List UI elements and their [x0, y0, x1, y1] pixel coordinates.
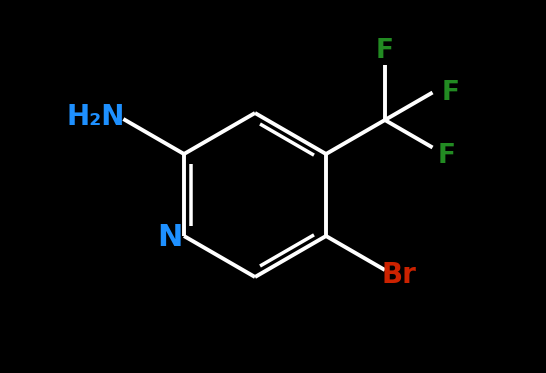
Text: H₂N: H₂N [66, 103, 124, 131]
Text: N: N [157, 223, 183, 253]
Text: Br: Br [382, 261, 417, 289]
Text: F: F [442, 79, 460, 106]
Text: F: F [376, 38, 394, 64]
Text: F: F [437, 142, 455, 169]
